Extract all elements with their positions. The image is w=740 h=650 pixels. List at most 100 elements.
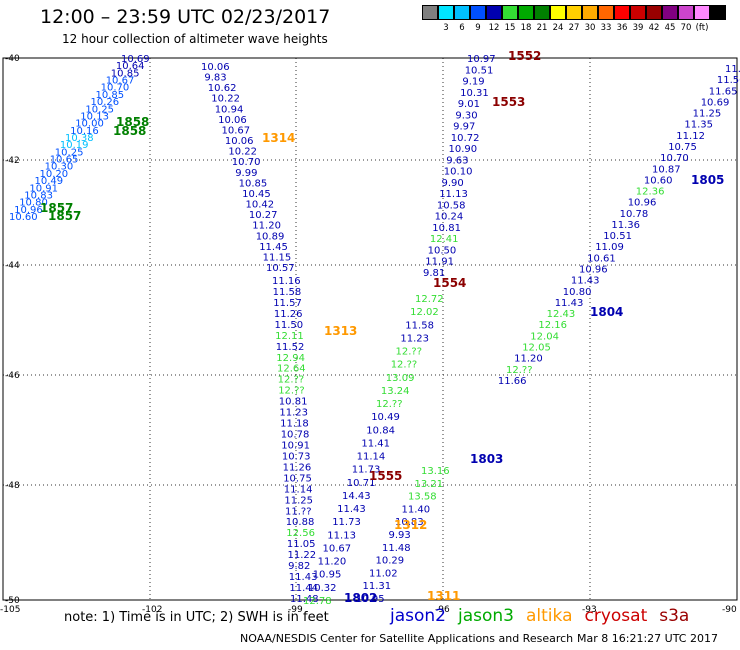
swh-observation: 11.23: [279, 408, 308, 419]
legend-label: 3: [443, 23, 449, 33]
swh-observation: 11.14: [357, 452, 386, 463]
swh-observation: 11.43: [337, 504, 366, 515]
swh-observation: 10.20: [40, 169, 69, 180]
swh-observation: 10.62: [208, 83, 237, 94]
swh-observation: 10.58: [437, 200, 466, 211]
swh-observation: 10.83: [395, 517, 424, 528]
swh-observation: 10.64: [116, 61, 145, 72]
swh-observation: 12.64: [277, 364, 306, 375]
satellite-key: jason2 jason3 altika cryosat s3a: [390, 606, 701, 626]
swh-observation: 11.13: [439, 189, 468, 200]
swh-observation: 10.71: [347, 478, 376, 489]
swh-observation: 14.43: [342, 491, 371, 502]
satellite-s3a: s3a: [659, 606, 690, 626]
swh-observation: 10.88: [286, 517, 315, 528]
lat-label: -46: [5, 371, 20, 381]
footnote: note: 1) Time is in UTC; 2) SWH is in fe…: [64, 610, 329, 625]
swh-observation: 10.96: [14, 205, 43, 216]
lat-label: -42: [5, 156, 20, 166]
swh-observation: 11.35: [684, 120, 713, 131]
swh-observation: 10.69: [121, 54, 150, 65]
swh-observation: 13.58: [408, 492, 437, 503]
swh-observation: 10.97: [467, 54, 496, 65]
swh-observation: 12.94: [276, 353, 305, 364]
legend-label: 12: [488, 23, 500, 33]
legend-label: 30: [584, 23, 596, 33]
swh-observation: 9.19: [462, 77, 484, 88]
swh-observation: 9.81: [423, 268, 445, 279]
pass-number: 1857: [48, 209, 81, 223]
swh-observation: 12.56: [286, 528, 315, 539]
swh-observation: 11.56: [717, 75, 740, 86]
swh-observation: 10.91: [29, 183, 58, 194]
legend-swatch: [630, 5, 646, 20]
swh-observation: 12.36: [636, 187, 665, 198]
legend-label: 24: [552, 23, 564, 33]
swh-observation: 10.51: [465, 65, 494, 76]
swh-observation: 10.67: [222, 126, 251, 137]
swh-observation: 10.80: [563, 287, 592, 298]
swh-observation: 10.91: [281, 441, 310, 452]
legend-label: 27: [568, 23, 580, 33]
legend-swatch: [502, 5, 518, 20]
swh-observation: 11.12: [676, 131, 705, 142]
pass-number: 1555: [369, 469, 402, 483]
swh-observation: 11.44: [289, 583, 318, 594]
swh-observation: 12.??: [396, 347, 423, 358]
legend-swatch: [438, 5, 454, 20]
pass-number: 1804: [590, 305, 623, 319]
swh-observation: 11.20: [514, 354, 543, 365]
swh-observation: 11.??: [285, 506, 312, 517]
satellite-jason3: jason3: [458, 606, 514, 626]
swh-observation: 12.02: [410, 307, 439, 318]
swh-observation: 11.57: [273, 298, 302, 309]
lon-label: -105: [0, 605, 20, 615]
swh-observation: 11.02: [369, 568, 398, 579]
legend-swatch: [694, 5, 710, 20]
swh-observation: 12.11: [275, 331, 304, 342]
swh-observation: 10.78: [281, 430, 310, 441]
wave-height-observations: 10.6910.6410.8510.6710.7010.8510.2610.25…: [9, 54, 740, 607]
swh-observation: 10.06: [218, 115, 247, 126]
legend-label: (ft): [695, 23, 709, 33]
swh-observation: 10.75: [283, 473, 312, 484]
swh-observation: 10.81: [432, 223, 461, 234]
swh-observation: 10.00: [75, 119, 104, 130]
swh-observation: 12.??: [376, 399, 403, 410]
swh-observation: 10.60: [644, 175, 673, 186]
swh-observation: 10.67: [323, 544, 352, 555]
swh-observation: 12.78: [303, 596, 332, 607]
swh-observation: 12.??: [506, 365, 533, 376]
swh-observation: 13.09: [386, 373, 415, 384]
pass-number: 1313: [324, 324, 357, 338]
lat-label: -44: [5, 261, 20, 271]
swh-observation: 10.84: [366, 425, 395, 436]
pass-number: 1858: [113, 124, 146, 138]
legend-label: 42: [648, 23, 660, 33]
swh-observation: 10.30: [45, 162, 74, 173]
swh-observation: 12.??: [278, 386, 305, 397]
map-title: 12:00 – 23:59 UTC 02/23/2017: [40, 6, 331, 28]
swh-observation: 10.06: [225, 136, 254, 147]
credit-line: NOAA/NESDIS Center for Satellite Applica…: [240, 632, 574, 645]
swh-observation: 10.50: [428, 246, 457, 257]
legend-swatch: [550, 5, 566, 20]
swh-observation: 10.25: [55, 147, 84, 158]
map-grid: [2, 57, 738, 601]
swh-observation: 10.73: [282, 451, 311, 462]
swh-observation: 11.31: [363, 581, 392, 592]
satellite-jason2: jason2: [390, 606, 446, 626]
legend-swatch: [422, 5, 438, 20]
swh-observation: 10.16: [70, 126, 99, 137]
swh-observation: 9.82: [288, 561, 310, 572]
swh-observation: 10.31: [460, 88, 489, 99]
swh-observation: 11.05: [287, 539, 316, 550]
swh-observation: 11.45: [259, 242, 288, 253]
swh-observation: 11.43: [289, 572, 318, 583]
swh-observation: 10.60: [9, 212, 38, 223]
swh-observation: 10.24: [435, 212, 464, 223]
swh-observation: 12.04: [530, 331, 559, 342]
swh-observation: 10.51: [603, 231, 632, 242]
